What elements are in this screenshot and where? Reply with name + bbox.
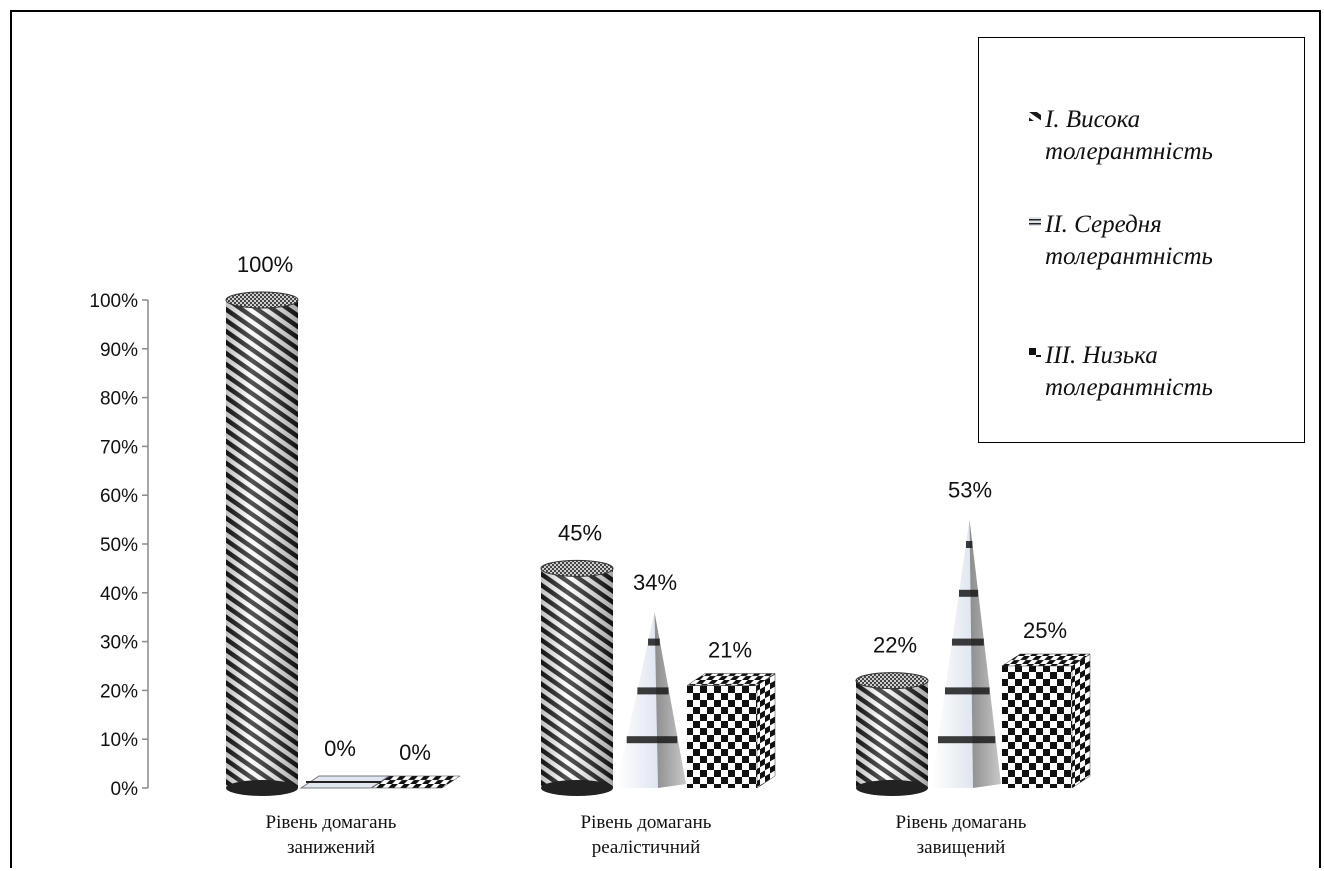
category-label-line: реалістичний [592,837,701,858]
data-label: 22% [873,633,917,658]
y-tick-label: 10% [100,730,138,751]
legend-swatch-diagonal-icon [1029,112,1041,121]
legend-label-high-line1: I. Висока [1045,106,1141,133]
legend-label-high-line2: толерантність [1045,138,1213,165]
bars [225,291,1091,796]
bar-box [371,775,461,789]
legend-label-medium-line2: толерантність [1045,243,1213,270]
y-tick-label: 0% [111,779,139,800]
y-axis: 0% 10% 20% 30% 40% 50% 60% 70% 80% 90% 100% [89,291,149,800]
category-label-line: Рівень домагань [896,812,1027,833]
data-label: 21% [708,638,752,663]
legend-swatch-checker-icon [1029,348,1041,357]
data-label: 0% [324,736,356,761]
category-label-line: занижений [287,837,375,858]
legend-label-low-line2: толерантність [1045,374,1213,401]
bar-pyramid [931,519,1001,788]
category-label-line: Рівень домагань [581,812,712,833]
bar-pyramid [299,775,391,789]
legend-swatch-bands-icon [1029,217,1041,226]
bar-cylinder [540,559,614,796]
legend: I. Висока толерантність II. Середня толе… [978,37,1305,443]
data-label: 53% [948,477,992,502]
data-label: 25% [1023,618,1067,643]
category-labels: Рівень домагань занижений Рівень домагань р… [266,812,1027,858]
category-label-line: завищений [917,837,1006,858]
data-label: 45% [558,520,602,545]
bar-pyramid [616,612,686,788]
y-tick-label: 70% [100,437,138,458]
bar-cylinder [225,291,299,796]
y-tick-label: 90% [100,340,138,361]
bar-box [686,673,776,789]
y-tick-label: 50% [100,535,138,556]
chart-frame [10,10,1321,868]
y-tick-label: 30% [100,633,138,654]
bar-cylinder [855,672,929,796]
data-labels: 100% 0% 0% 45% 34% 21% 22% 53% 25% [237,252,1067,765]
legend-item-medium: II. Середня толерантність [1029,209,1289,273]
legend-item-high: I. Висока толерантність [1029,104,1289,168]
data-label: 34% [633,570,677,595]
legend-label-medium-line1: II. Середня [1045,211,1162,238]
y-tick-label: 20% [100,681,138,702]
legend-item-low: III. Низька толерантність [1029,340,1289,404]
legend-label-low-line1: III. Низька [1045,342,1158,369]
data-label: 100% [237,252,293,277]
category-label-line: Рівень домагань [266,812,397,833]
y-tick-label: 40% [100,584,138,605]
data-label: 0% [399,740,431,765]
bar-box [1001,653,1091,789]
y-tick-label: 100% [89,291,138,312]
y-tick-label: 80% [100,389,138,410]
y-tick-label: 60% [100,486,138,507]
